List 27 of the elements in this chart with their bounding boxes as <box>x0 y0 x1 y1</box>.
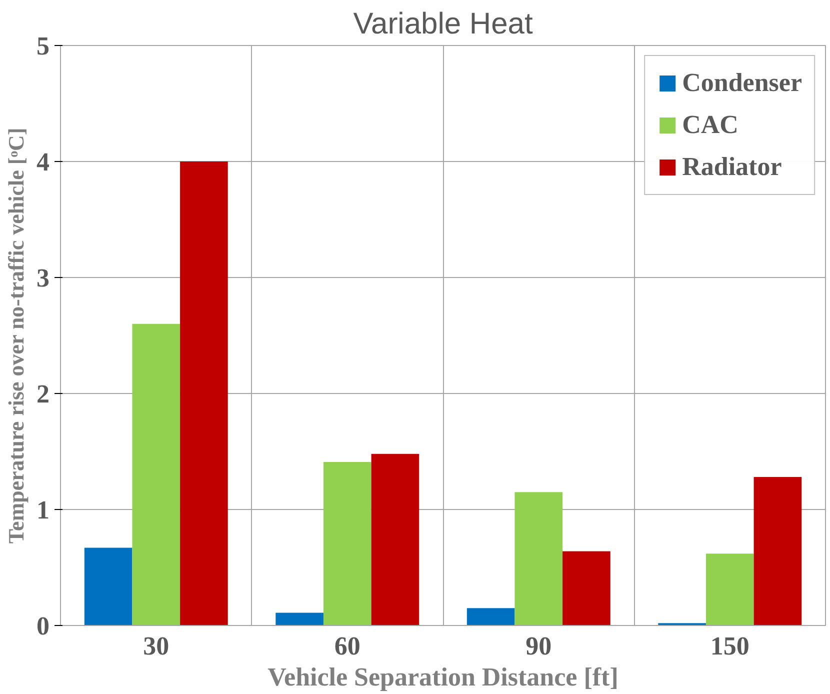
y-axis-title: Temperature rise over no-traffic vehicle [ᵒC] <box>4 128 28 544</box>
bar <box>754 477 802 626</box>
x-axis-title: Vehicle Separation Distance [ft] <box>268 662 618 692</box>
x-tick-label: 60 <box>334 632 360 660</box>
x-tick-label: 150 <box>710 632 750 660</box>
bar <box>466 608 515 626</box>
legend-label: CAC <box>682 110 738 140</box>
bar <box>323 462 372 626</box>
x-tick-label: 30 <box>143 632 170 660</box>
bar <box>84 548 132 626</box>
bar <box>706 554 754 626</box>
y-tick-label: 5 <box>36 32 50 60</box>
chart-title: Variable Heat <box>353 8 534 40</box>
y-tick-label: 1 <box>36 496 50 524</box>
bar <box>132 324 180 626</box>
bar <box>514 492 563 626</box>
bar <box>180 162 228 626</box>
bar <box>371 454 420 626</box>
y-tick-label: 2 <box>36 380 50 408</box>
y-tick-label: 3 <box>36 264 50 292</box>
bar <box>276 612 324 626</box>
y-tick-label: 4 <box>36 148 50 176</box>
legend-label: Radiator <box>682 152 782 182</box>
bar <box>562 551 610 626</box>
x-tick-label: 90 <box>526 632 552 660</box>
y-tick-label: 0 <box>36 612 50 640</box>
legend-label: Condenser <box>682 68 802 98</box>
